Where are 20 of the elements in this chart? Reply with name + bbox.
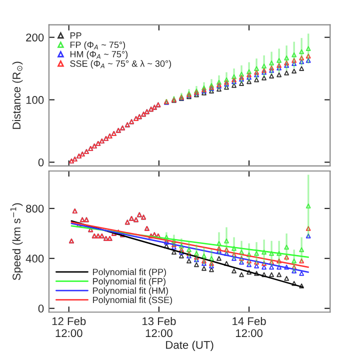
y-axis-title: Distance (R$_{⊙}$) xyxy=(12,62,23,129)
legend-label: SSE (Φ$_{A}$ ~ 75° & λ ~ 30°) xyxy=(70,60,172,69)
legend-label: HM (Φ$_{A}$ ~ 75°) xyxy=(70,50,128,60)
legend-label: PP xyxy=(70,32,82,39)
y-tick-label: 0 xyxy=(38,304,44,313)
legend-label: Polynomial fit (HM) xyxy=(93,287,168,296)
y-tick-label: 0 xyxy=(38,158,44,166)
y-axis-title: Speed (km s$^{−1}$) xyxy=(10,203,23,280)
y-tick-label: 400 xyxy=(26,254,44,263)
y-tick-label: 800 xyxy=(26,204,44,213)
x-tick-label: 14 Feb 12:00 xyxy=(232,316,266,338)
x-tick-label: 12 Feb 12:00 xyxy=(52,316,86,338)
legend-label: Polynomial fit (FP) xyxy=(93,278,166,286)
legend-label: Polynomial fit (SSE) xyxy=(93,296,172,305)
y-tick-label: 100 xyxy=(26,96,44,104)
legend-label: Polynomial fit (PP) xyxy=(93,268,166,277)
x-tick-label: 13 Feb 12:00 xyxy=(142,316,176,338)
x-axis-title: Date (UT) xyxy=(166,340,214,352)
legend-label: FP (Φ$_{A}$ ~ 75°) xyxy=(70,41,126,50)
y-tick-label: 200 xyxy=(26,34,44,42)
